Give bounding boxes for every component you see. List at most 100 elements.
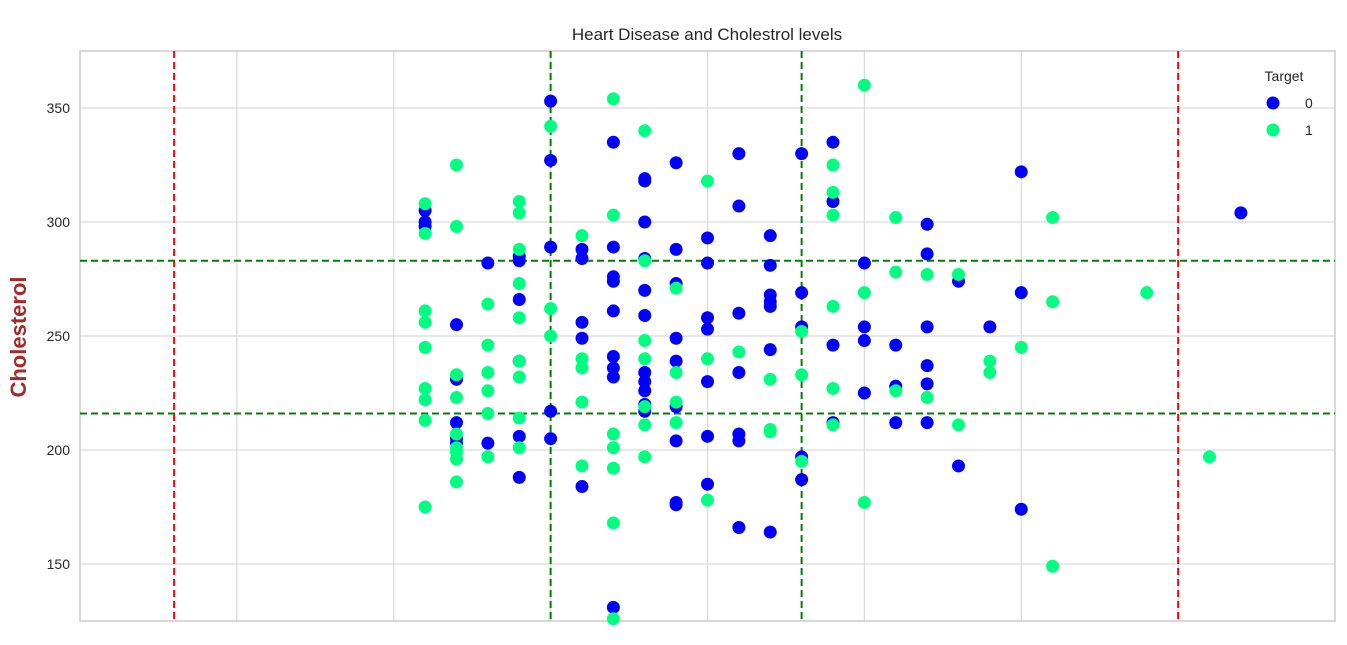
data-point-target-1 — [826, 158, 840, 172]
data-point-target-0 — [701, 256, 714, 270]
data-point-target-0 — [763, 343, 777, 357]
data-point-target-0 — [638, 365, 652, 379]
data-point-target-0 — [732, 147, 746, 161]
plot-frame — [79, 50, 1336, 622]
data-point-target-1 — [512, 242, 526, 256]
data-point-target-0 — [638, 375, 652, 389]
data-point-target-0 — [512, 470, 526, 484]
data-point-target-1 — [450, 158, 463, 172]
data-point-target-1 — [512, 354, 526, 368]
data-point-target-0 — [669, 354, 683, 368]
data-point-target-1 — [450, 475, 463, 489]
data-point-target-1 — [826, 418, 840, 432]
data-point-target-1 — [575, 229, 589, 243]
data-point-target-0 — [732, 521, 746, 535]
data-point-target-0 — [669, 498, 683, 512]
data-point-target-1 — [857, 78, 871, 92]
data-point-target-0 — [920, 320, 934, 334]
data-point-target-0 — [638, 215, 652, 229]
data-point-target-0 — [512, 293, 526, 307]
data-point-target-1 — [418, 500, 432, 514]
data-point-target-0 — [575, 479, 589, 493]
data-point-target-1 — [638, 334, 652, 348]
data-point-target-0 — [606, 274, 620, 288]
data-point-target-0 — [732, 434, 746, 448]
data-point-target-0 — [732, 306, 746, 320]
data-point-target-1 — [889, 210, 903, 224]
data-point-target-0 — [638, 174, 652, 188]
data-point-target-1 — [418, 393, 432, 407]
data-point-target-1 — [669, 365, 683, 379]
data-point-target-1 — [544, 302, 558, 316]
data-point-target-0 — [701, 231, 714, 245]
data-point-target-0 — [889, 416, 903, 430]
data-point-target-1 — [512, 206, 526, 220]
data-point-target-0 — [669, 434, 683, 448]
data-point-target-0 — [732, 199, 746, 213]
data-point-target-1 — [450, 452, 463, 466]
data-point-target-0 — [857, 256, 871, 270]
data-point-target-0 — [512, 429, 526, 443]
data-point-target-1 — [857, 286, 871, 300]
data-point-target-1 — [795, 368, 809, 382]
data-point-target-1 — [701, 174, 714, 188]
data-point-target-1 — [481, 384, 495, 398]
data-point-target-1 — [638, 124, 652, 138]
data-point-target-1 — [1046, 559, 1060, 573]
data-point-target-1 — [512, 441, 526, 455]
data-point-target-1 — [920, 391, 934, 405]
data-point-target-0 — [575, 242, 589, 256]
data-point-target-0 — [481, 256, 495, 270]
data-point-target-0 — [983, 320, 997, 334]
data-point-target-1 — [575, 395, 589, 409]
data-point-target-1 — [983, 365, 997, 379]
data-point-target-0 — [606, 370, 620, 384]
data-point-target-0 — [701, 429, 714, 443]
data-point-target-0 — [1234, 206, 1248, 220]
data-point-target-0 — [701, 322, 714, 336]
data-point-target-1 — [795, 454, 809, 468]
data-point-target-1 — [606, 208, 620, 222]
legend-title: Target — [1265, 68, 1304, 84]
data-point-target-0 — [763, 299, 777, 313]
data-point-target-0 — [952, 459, 965, 473]
data-point-target-1 — [669, 395, 683, 409]
data-point-target-0 — [795, 147, 809, 161]
data-point-target-1 — [606, 441, 620, 455]
data-point-target-0 — [732, 365, 746, 379]
data-point-target-0 — [544, 432, 558, 446]
data-point-target-1 — [826, 299, 840, 313]
data-point-target-1 — [606, 427, 620, 441]
data-point-target-0 — [450, 416, 463, 430]
data-point-target-1 — [952, 418, 965, 432]
data-point-target-0 — [857, 386, 871, 400]
data-point-target-1 — [512, 311, 526, 325]
data-point-target-1 — [544, 119, 558, 133]
data-point-target-1 — [826, 381, 840, 395]
y-tick-labels: 150 200 250 300 350 — [47, 100, 71, 572]
plot-border — [79, 50, 1336, 622]
data-point-target-1 — [606, 612, 620, 626]
data-point-target-0 — [857, 320, 871, 334]
data-point-target-1 — [418, 413, 432, 427]
data-point-target-0 — [544, 94, 558, 108]
data-point-target-0 — [763, 258, 777, 272]
data-point-target-0 — [575, 315, 589, 329]
data-point-target-0 — [544, 404, 558, 418]
data-point-target-1 — [450, 427, 463, 441]
grid-lines — [80, 51, 1335, 621]
data-point-target-1 — [1046, 295, 1060, 309]
data-point-target-0 — [606, 350, 620, 364]
data-point-target-1 — [826, 185, 840, 199]
data-point-target-0 — [669, 242, 683, 256]
data-point-target-0 — [669, 156, 683, 170]
data-point-target-1 — [481, 297, 495, 311]
data-point-target-1 — [450, 220, 463, 234]
data-point-target-0 — [1014, 286, 1028, 300]
data-point-target-1 — [575, 361, 589, 375]
data-point-target-0 — [575, 331, 589, 345]
data-point-target-1 — [1014, 340, 1028, 354]
data-point-target-0 — [606, 304, 620, 318]
y-tick-label: 300 — [47, 214, 71, 230]
